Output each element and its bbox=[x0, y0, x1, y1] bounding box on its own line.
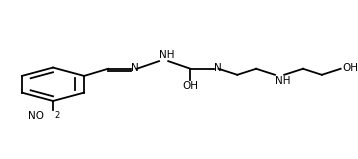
Text: N: N bbox=[131, 63, 139, 73]
Text: N: N bbox=[214, 63, 222, 73]
Text: NO: NO bbox=[29, 111, 44, 121]
Text: 2: 2 bbox=[55, 111, 60, 120]
Text: NH: NH bbox=[159, 50, 174, 60]
Text: OH: OH bbox=[342, 63, 358, 73]
Text: NH: NH bbox=[275, 76, 290, 86]
Text: OH: OH bbox=[183, 81, 198, 91]
